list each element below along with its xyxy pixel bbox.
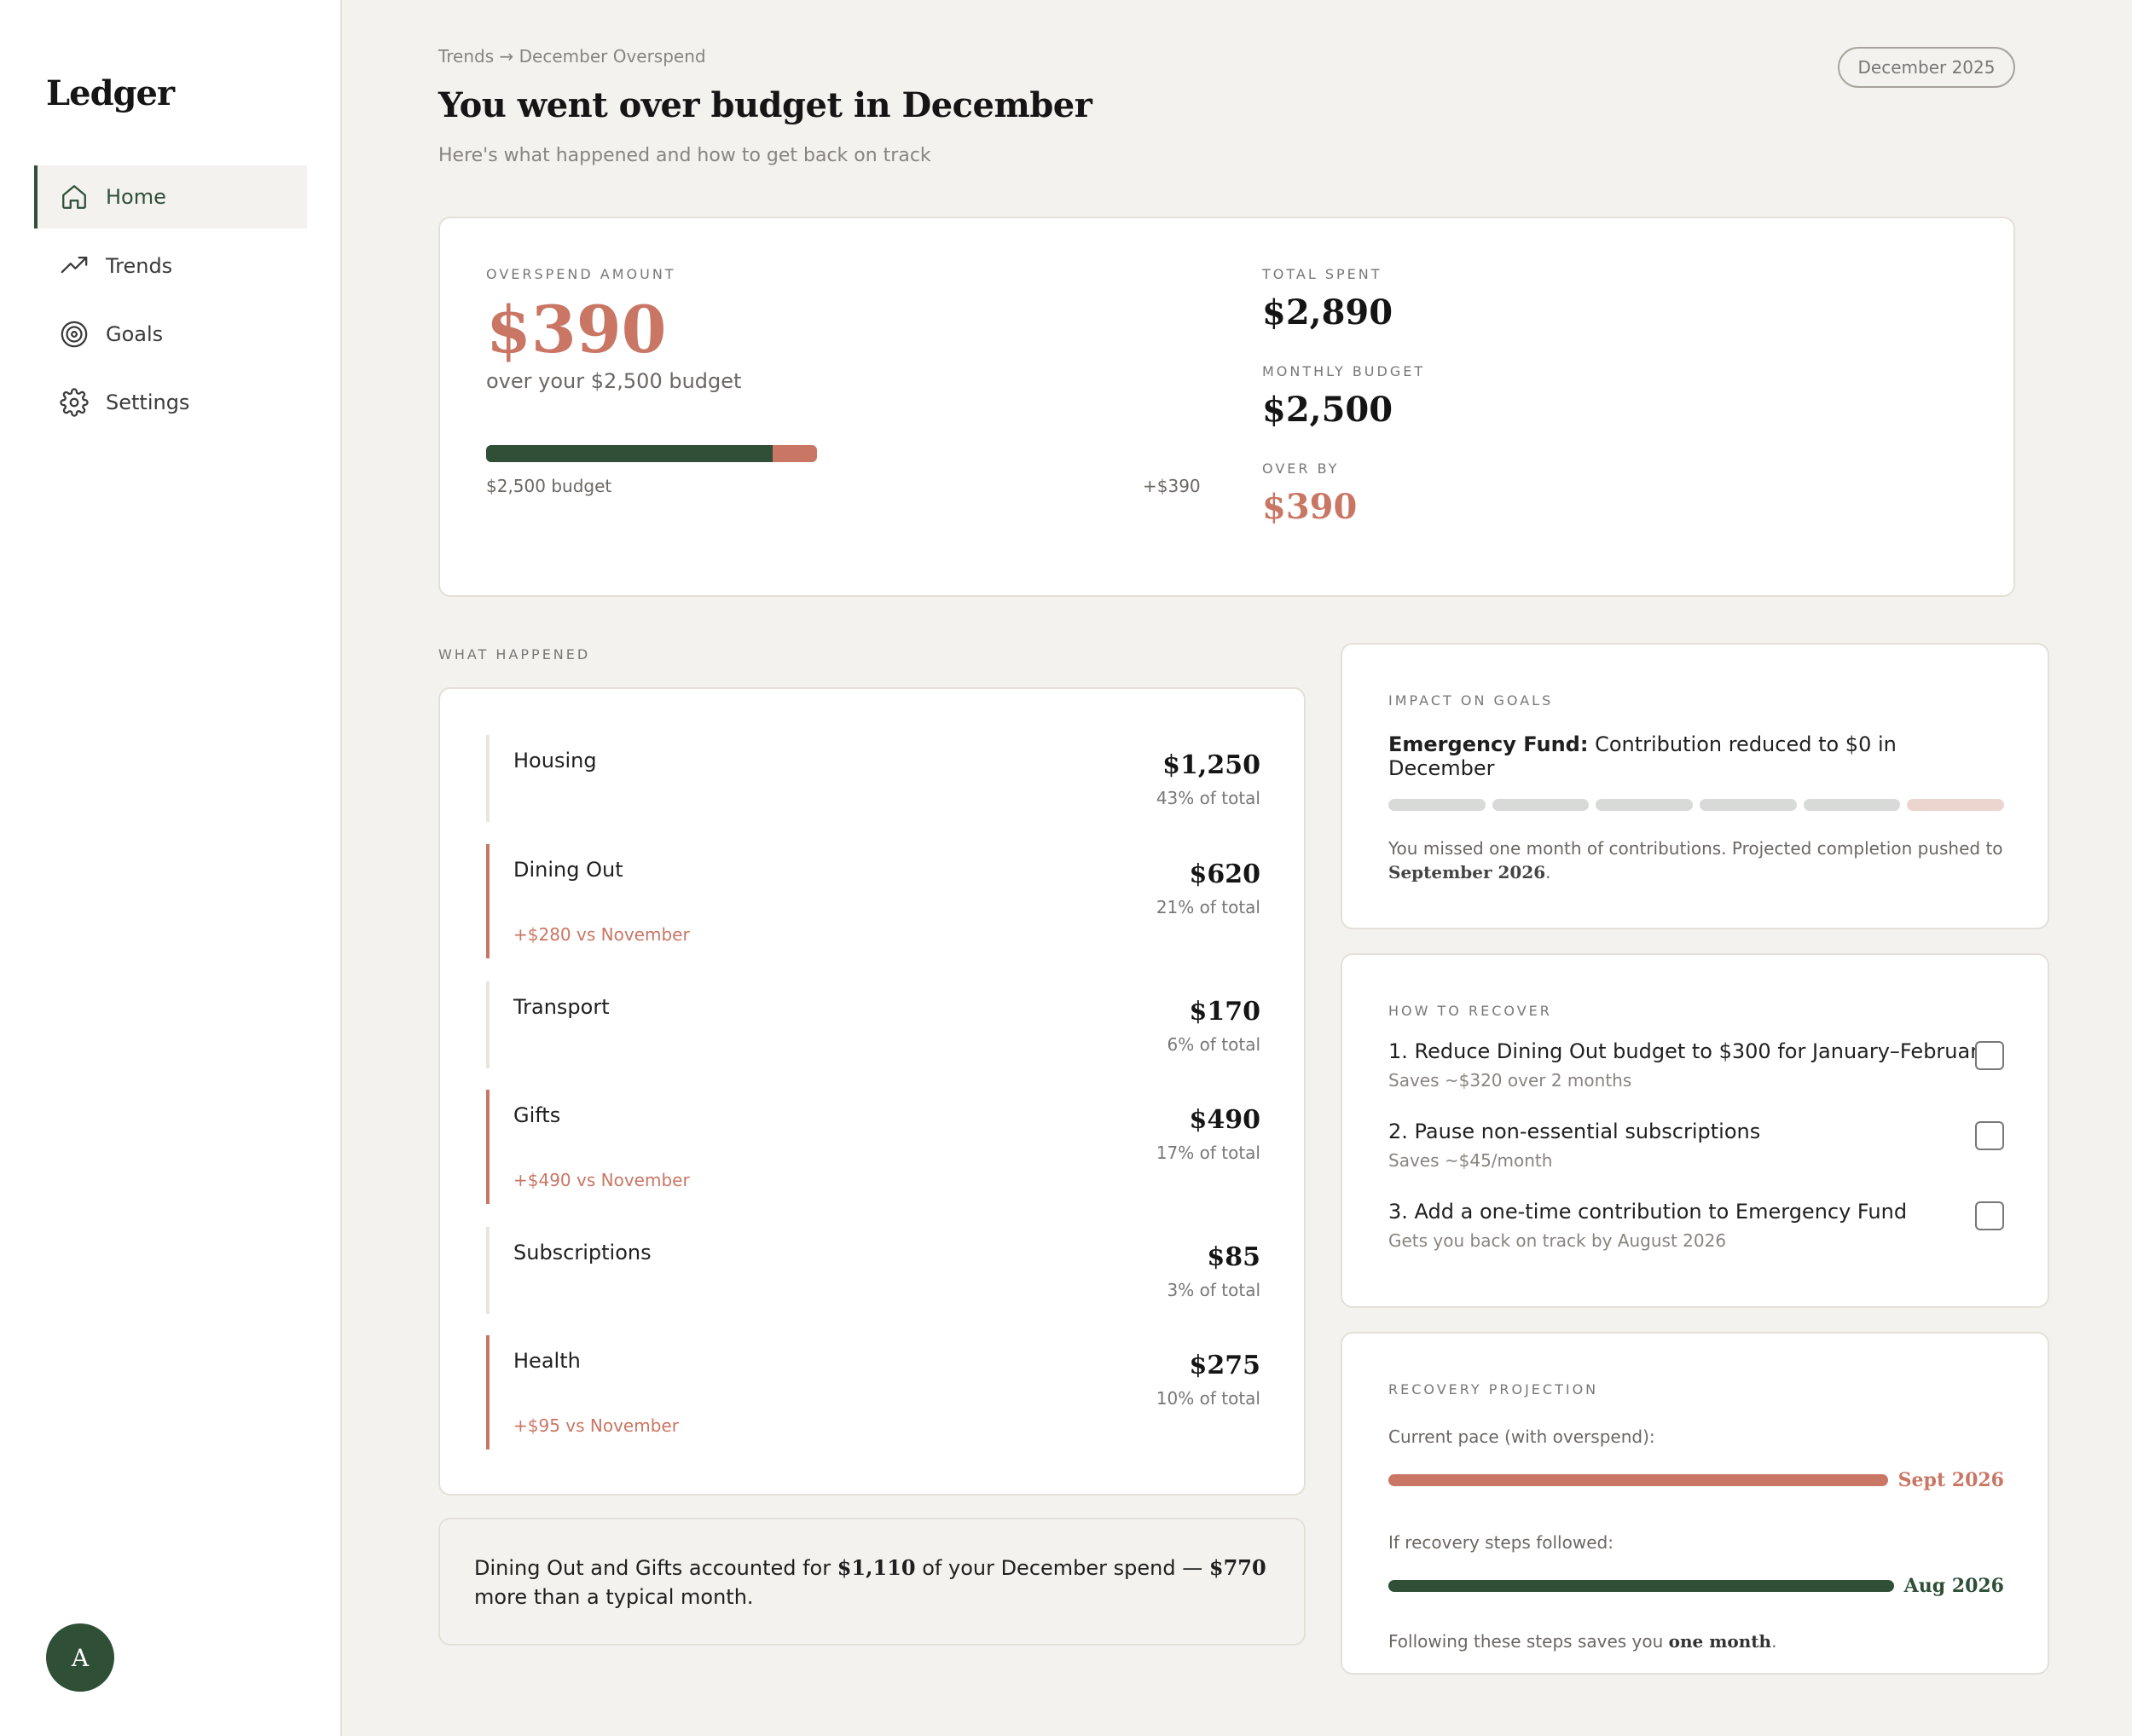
step-title: 1. Reduce Dining Out budget to $300 for …	[1388, 1039, 1991, 1063]
recovery-step: 3. Add a one-time contribution to Emerge…	[1388, 1200, 2004, 1259]
current-pace-label: Current pace (with overspend):	[1388, 1426, 1655, 1447]
avatar[interactable]: A	[46, 1623, 114, 1692]
trending-up-icon	[61, 256, 88, 274]
category-row-health[interactable]: Health $275 10% of total +$95 vs Novembe…	[486, 1335, 1260, 1450]
step-subtitle: Saves ~$45/month	[1388, 1150, 1553, 1171]
projection-heading: RECOVERY PROJECTION	[1388, 1381, 1599, 1397]
budget-portion	[486, 445, 773, 462]
sidebar-item-trends[interactable]: Trends	[34, 234, 307, 298]
app-logo: Ledger	[46, 73, 175, 113]
goal-impact-text: Emergency Fund: Contribution reduced to …	[1388, 732, 1897, 780]
bar-budget-label: $2,500 budget	[486, 476, 612, 496]
step-checkbox[interactable]	[1975, 1201, 2004, 1230]
home-icon	[62, 185, 86, 209]
category-delta: +$490 vs November	[513, 1170, 690, 1190]
total-spent-value: $2,890	[1262, 292, 1393, 333]
category-name: Health	[513, 1349, 581, 1373]
category-row-dining-out[interactable]: Dining Out $620 21% of total +$280 vs No…	[486, 844, 1260, 958]
category-name: Dining Out	[513, 858, 623, 882]
category-percent: 6% of total	[1167, 1034, 1260, 1055]
category-amount: $85	[1207, 1242, 1260, 1272]
page-subtitle: Here's what happened and how to get back…	[438, 145, 931, 166]
overspend-amount: $390	[486, 292, 667, 367]
category-amount: $490	[1189, 1105, 1261, 1135]
category-percent: 17% of total	[1156, 1143, 1260, 1163]
category-row-housing[interactable]: Housing $1,250 43% of total	[486, 735, 1260, 822]
goal-segment	[1803, 799, 1901, 811]
budget-progress-bar	[486, 445, 817, 462]
category-row-subscriptions[interactable]: Subscriptions $85 3% of total	[486, 1227, 1260, 1314]
overspend-caption: over your $2,500 budget	[486, 368, 742, 393]
category-percent: 10% of total	[1156, 1388, 1260, 1409]
over-by-label: OVER BY	[1262, 460, 1340, 477]
current-pace-bar	[1388, 1474, 1888, 1486]
monthly-budget-value: $2,500	[1262, 390, 1393, 430]
recovery-projection-card: RECOVERY PROJECTION Current pace (with o…	[1341, 1332, 2049, 1675]
goal-progress-segments	[1388, 799, 2005, 811]
sidebar-item-label: Goals	[106, 322, 164, 346]
sidebar-item-label: Home	[106, 185, 166, 209]
target-icon	[61, 321, 88, 348]
total-spent-label: TOTAL SPENT	[1262, 266, 1382, 282]
goal-segment	[1700, 799, 1797, 811]
recovery-step: 1. Reduce Dining Out budget to $300 for …	[1388, 1039, 2004, 1099]
step-checkbox[interactable]	[1975, 1121, 2004, 1150]
category-amount: $275	[1189, 1351, 1261, 1380]
category-percent: 43% of total	[1156, 788, 1260, 808]
overspend-label: OVERSPEND AMOUNT	[486, 266, 676, 282]
recovery-steps-heading: HOW TO RECOVER	[1388, 1003, 1552, 1019]
goal-segment	[1388, 799, 1486, 811]
overspend-portion	[772, 445, 817, 462]
period-selector[interactable]: December 2025	[1838, 47, 2015, 88]
bar-over-label: +$390	[1143, 476, 1201, 496]
overspend-summary-card: OVERSPEND AMOUNT $390 over your $2,500 b…	[438, 217, 2015, 597]
goal-segment	[1596, 799, 1694, 811]
current-pace-date: Sept 2026	[1897, 1469, 2004, 1491]
step-subtitle: Gets you back on track by August 2026	[1388, 1230, 1727, 1251]
category-percent: 3% of total	[1167, 1280, 1260, 1300]
category-name: Transport	[513, 995, 610, 1019]
category-percent: 21% of total	[1156, 897, 1260, 917]
goal-segment	[1907, 799, 2005, 811]
sidebar-item-goals[interactable]: Goals	[34, 303, 307, 366]
category-delta: +$95 vs November	[513, 1415, 679, 1436]
summary-text: Dining Out and Gifts accounted for $1,11…	[474, 1555, 1266, 1609]
step-subtitle: Saves ~$320 over 2 months	[1388, 1070, 1632, 1091]
page-title: You went over budget in December	[438, 85, 1092, 125]
goal-impact-note: You missed one month of contributions. P…	[1388, 838, 2003, 882]
recovery-steps-card: HOW TO RECOVER 1. Reduce Dining Out budg…	[1341, 953, 2049, 1308]
goal-impact-card: IMPACT ON GOALS Emergency Fund: Contribu…	[1341, 643, 2049, 929]
sidebar: Ledger Home Trends Goals Settings A	[0, 0, 342, 1736]
goal-segment	[1492, 799, 1590, 811]
category-delta: +$280 vs November	[513, 924, 690, 945]
step-checkbox[interactable]	[1975, 1041, 2004, 1070]
recovery-pace-date: Aug 2026	[1903, 1575, 2004, 1597]
sidebar-item-home[interactable]: Home	[34, 165, 307, 229]
category-amount: $620	[1189, 859, 1261, 889]
category-row-gifts[interactable]: Gifts $490 17% of total +$490 vs Novembe…	[486, 1090, 1260, 1204]
over-by-value: $390	[1262, 487, 1358, 527]
category-name: Housing	[513, 749, 597, 773]
step-title: 3. Add a one-time contribution to Emerge…	[1388, 1200, 1908, 1224]
what-happened-heading: WHAT HAPPENED	[438, 646, 591, 663]
breadcrumb[interactable]: Trends → December Overspend	[438, 46, 706, 67]
recovery-step: 2. Pause non-essential subscriptions Sav…	[1388, 1120, 2004, 1179]
sidebar-item-settings[interactable]: Settings	[34, 371, 307, 434]
step-title: 2. Pause non-essential subscriptions	[1388, 1120, 1761, 1143]
gear-icon	[60, 388, 89, 417]
recovery-pace-label: If recovery steps followed:	[1388, 1532, 1613, 1553]
category-breakdown-card: Housing $1,250 43% of total Dining Out $…	[438, 687, 1306, 1496]
category-name: Subscriptions	[513, 1241, 652, 1264]
category-amount: $1,250	[1162, 750, 1260, 780]
summary-callout: Dining Out and Gifts accounted for $1,11…	[438, 1518, 1306, 1646]
category-name: Gifts	[513, 1103, 561, 1127]
category-amount: $170	[1189, 997, 1261, 1027]
category-row-transport[interactable]: Transport $170 6% of total	[486, 981, 1260, 1068]
goal-impact-heading: IMPACT ON GOALS	[1388, 692, 1554, 709]
sidebar-item-label: Settings	[106, 391, 190, 414]
monthly-budget-label: MONTHLY BUDGET	[1262, 363, 1426, 379]
projection-note: Following these steps saves you one mont…	[1388, 1631, 1777, 1652]
recovery-pace-bar	[1388, 1580, 1894, 1592]
sidebar-item-label: Trends	[106, 254, 173, 278]
